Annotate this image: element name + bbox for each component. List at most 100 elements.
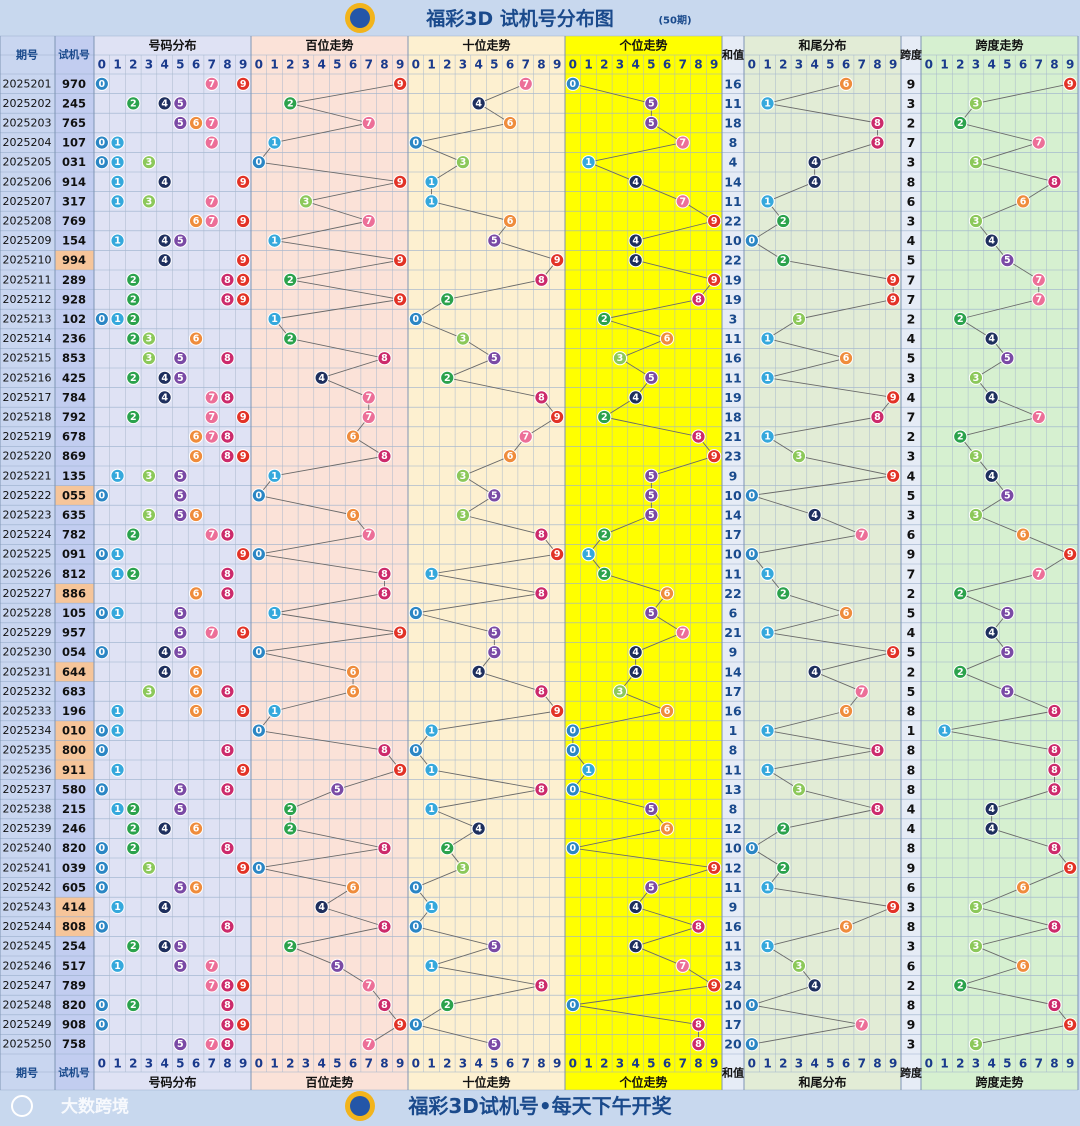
digit-header: 1	[763, 58, 771, 72]
sum-cell: 10	[724, 841, 742, 856]
tens-ball	[424, 174, 439, 189]
trial-cell: 196	[62, 704, 86, 718]
dist-ball	[204, 1037, 219, 1052]
digit-header: 2	[600, 1057, 608, 1071]
digit-header: 6	[506, 1057, 514, 1071]
tens-ball	[455, 468, 471, 483]
period-cell: 2025249	[3, 1018, 52, 1031]
dist-ball-label: 1	[114, 196, 121, 207]
sum-tail-trend-line	[751, 475, 894, 496]
hundreds-ball-label: 9	[397, 255, 404, 266]
dist-ball	[173, 645, 188, 660]
units-ball	[581, 547, 596, 562]
sum-cell: 16	[724, 919, 742, 934]
sum-tail-ball-label: 6	[843, 353, 850, 364]
span-ball	[1047, 174, 1062, 189]
dist-ball	[236, 174, 251, 189]
dist-ball-label: 9	[240, 177, 247, 188]
digit-header: 3	[795, 1057, 803, 1071]
hundreds-ball-label: 0	[256, 549, 263, 560]
hundreds-ball-label: 2	[287, 824, 294, 835]
trial-cell: 154	[62, 234, 86, 248]
dist-ball	[94, 645, 109, 660]
dist-ball-label: 8	[224, 922, 231, 933]
tens-ball	[534, 272, 549, 287]
tens-ball	[471, 664, 486, 679]
units-ball-label: 9	[711, 451, 718, 462]
sum-tail-ball	[807, 174, 822, 189]
digit-header: 6	[842, 1057, 850, 1071]
units-ball-label: 4	[632, 236, 639, 247]
digit-header: 9	[553, 1057, 561, 1071]
dist-ball-label: 4	[161, 373, 168, 384]
sum-tail-ball	[838, 605, 854, 621]
period-count: (50期)	[658, 14, 691, 27]
trial-cell: 010	[62, 724, 86, 738]
tens-ball	[424, 566, 439, 581]
sum-tail-ball-label: 2	[780, 824, 787, 835]
span-cell: 4	[907, 233, 916, 248]
tens-ball	[408, 743, 423, 758]
sum-tail-ball-label: 1	[764, 941, 771, 952]
tens-ball-label: 1	[428, 902, 435, 913]
span-ball-label: 2	[957, 588, 964, 599]
span-ball-label: 5	[1004, 353, 1011, 364]
tens-ball-label: 9	[554, 706, 561, 717]
sum-tail-ball	[744, 488, 759, 503]
span-ball-label: 4	[988, 392, 995, 403]
span-cell: 3	[907, 214, 916, 229]
dist-ball-label: 8	[224, 784, 231, 795]
span-ball	[1000, 645, 1015, 660]
hundreds-trend-line	[258, 847, 385, 869]
hundreds-ball	[361, 213, 376, 229]
dist-ball-label: 1	[114, 314, 121, 325]
trial-cell: 107	[62, 136, 86, 150]
hundreds-ball	[345, 880, 361, 895]
sum-tail-ball-label: 9	[890, 902, 897, 913]
tens-ball	[518, 76, 533, 91]
period-cell: 2025237	[3, 783, 52, 796]
hundreds-trend-line	[258, 534, 369, 555]
digit-header: 1	[427, 1057, 435, 1071]
span-ball	[1063, 1017, 1078, 1032]
digit-header: 4	[810, 1057, 818, 1071]
span-ball	[1063, 76, 1078, 91]
dist-ball	[220, 449, 235, 464]
span-trend-line	[960, 416, 1039, 438]
units-trend-line	[604, 318, 668, 340]
tens-trend-line	[447, 279, 542, 300]
span-ball-label: 4	[988, 824, 995, 835]
period-cell: 2025236	[3, 763, 52, 776]
digit-header: 0	[98, 1057, 106, 1071]
trial-header: 试机号	[58, 1066, 90, 1079]
span-cell: 9	[907, 860, 916, 875]
sum-tail-ball-label: 0	[749, 549, 756, 560]
digit-header: 3	[795, 58, 803, 72]
sum-cell: 1	[729, 723, 738, 738]
dist-ball	[173, 880, 188, 895]
sum-tail-ball-label: 1	[764, 765, 771, 776]
tens-ball	[534, 684, 549, 699]
sum-tail-ball-label: 7	[858, 686, 865, 697]
hundreds-ball-label: 3	[303, 196, 310, 207]
dist-ball	[157, 664, 172, 679]
repeat-highlight	[55, 916, 94, 937]
hundreds-trend-line	[258, 494, 354, 516]
dist-ball	[236, 76, 251, 91]
hundreds-ball	[314, 370, 329, 385]
tens-ball	[534, 586, 549, 601]
hundreds-ball	[393, 625, 408, 640]
sum-tail-ball	[870, 409, 885, 425]
span-ball-label: 5	[1004, 647, 1011, 658]
dist-ball-label: 4	[161, 236, 168, 247]
hundreds-ball-label: 1	[271, 706, 278, 717]
sum-tail-ball	[744, 547, 759, 562]
digit-header: 0	[412, 1057, 420, 1071]
period-cell: 2025245	[3, 940, 52, 953]
period-cell: 2025243	[3, 901, 52, 914]
footer-logo-icon-inner	[350, 1096, 370, 1116]
units-ball-label: 8	[695, 1039, 702, 1050]
tens-ball	[408, 880, 423, 895]
hundreds-ball	[251, 860, 266, 875]
trial-cell: 792	[62, 410, 86, 424]
